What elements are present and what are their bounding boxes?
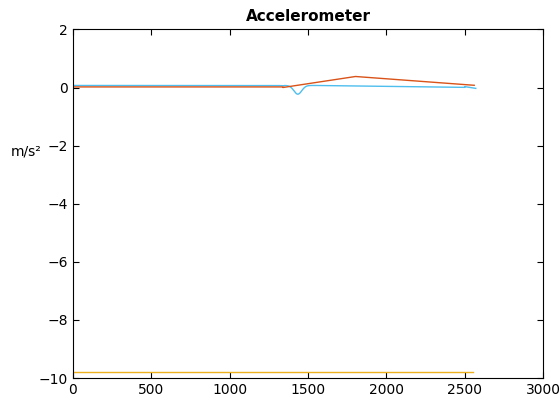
Y-axis label: m/s²: m/s²	[11, 144, 41, 158]
Title: Accelerometer: Accelerometer	[245, 9, 371, 24]
